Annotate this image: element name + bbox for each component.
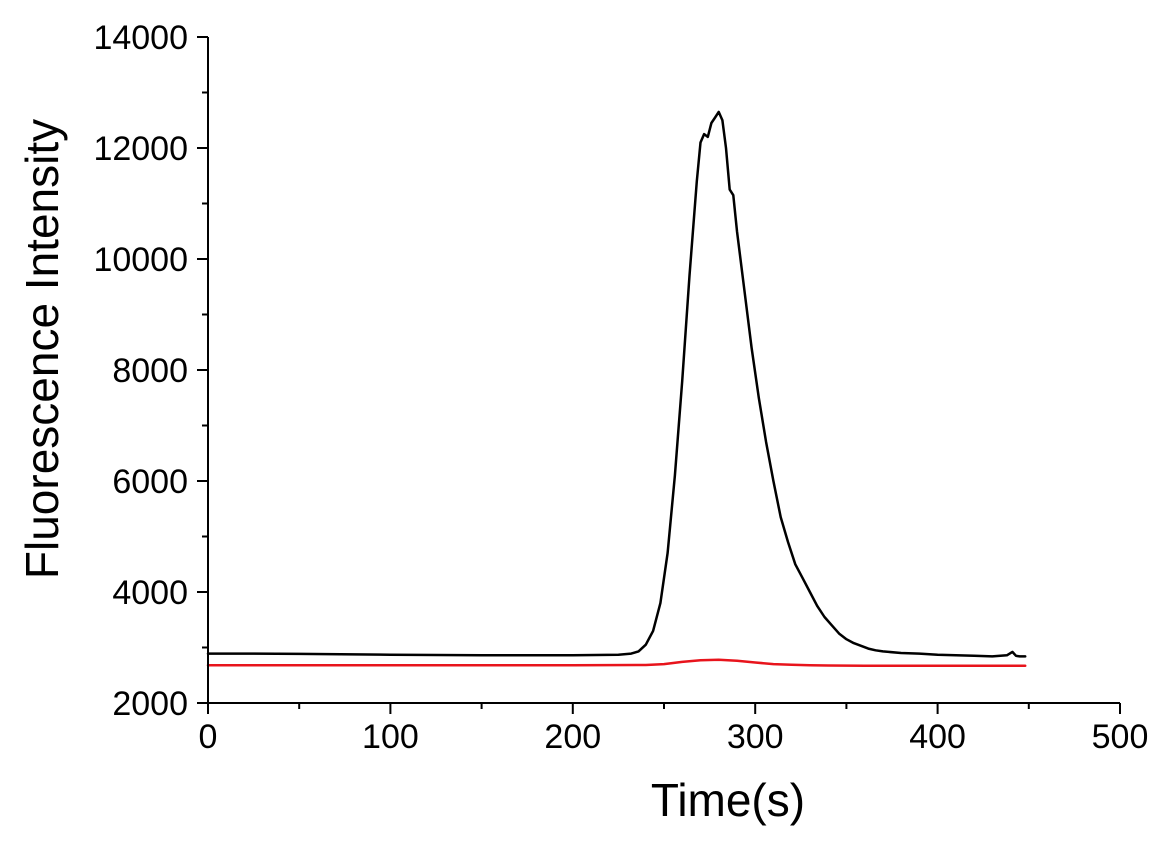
y-tick-label: 12000 (93, 130, 188, 168)
tick-labels: 0 100 200 300 400 500 2000 4000 6000 8000 10000 120… (93, 19, 1148, 756)
y-tick-label: 6000 (112, 463, 188, 501)
y-axis-title: Fluorescence Intensity (16, 119, 68, 579)
axes (207, 37, 1120, 704)
y-tick-label: 8000 (112, 352, 188, 390)
x-tick-label: 500 (1092, 718, 1149, 756)
x-axis-title: Time(s) (651, 774, 805, 826)
y-tick-label: 10000 (93, 241, 188, 279)
x-tick-label: 0 (199, 718, 218, 756)
x-tick-label: 400 (909, 718, 966, 756)
series-line-1 (206, 110, 1027, 658)
x-tick-label: 100 (362, 718, 419, 756)
y-tick-label: 2000 (112, 685, 188, 723)
y-tick-label: 4000 (112, 574, 188, 612)
series-layer (206, 110, 1027, 668)
series-line-2 (206, 658, 1027, 668)
x-tick-label: 300 (727, 718, 784, 756)
y-tick-label: 14000 (93, 19, 188, 57)
x-tick-label: 200 (544, 718, 601, 756)
ticks (197, 36, 1121, 714)
